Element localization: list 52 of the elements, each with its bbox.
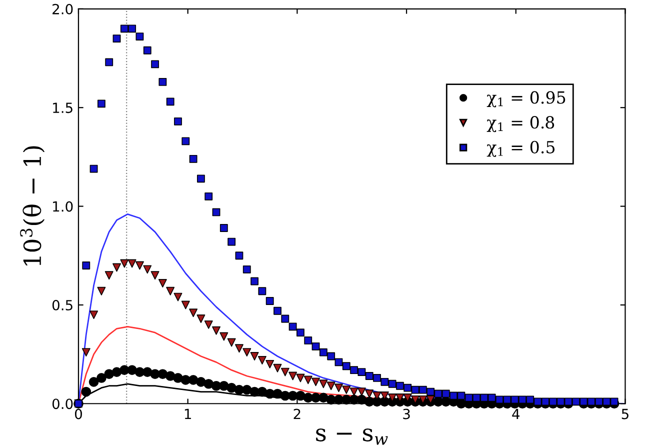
x-tick-label: 2 (294, 408, 300, 420)
point (235, 344, 244, 353)
point (326, 382, 336, 390)
point (181, 300, 190, 310)
point (288, 372, 298, 380)
point (304, 376, 312, 384)
x-tick-label: 4 (512, 408, 520, 420)
y-tick-label: 0.0 (52, 398, 73, 410)
point (212, 326, 220, 335)
point (150, 271, 160, 280)
point (82, 348, 90, 357)
point (280, 368, 290, 376)
legend-label: χ$_{1}$ = 0.5 (486, 140, 555, 157)
y-tick-label: 0.5 (52, 300, 72, 310)
point (342, 386, 351, 394)
point (319, 380, 328, 388)
point (189, 308, 198, 318)
x-axis-title: s − s$_{w}$ (316, 428, 388, 445)
point (365, 390, 374, 398)
point (273, 364, 282, 372)
point (120, 259, 129, 268)
point (174, 292, 182, 302)
y-tick-label: 1.0 (53, 201, 73, 212)
point (242, 348, 252, 357)
point (104, 271, 114, 280)
x-tick-label: 0 (74, 408, 82, 420)
point (312, 378, 320, 386)
point (196, 314, 206, 323)
point (296, 374, 305, 382)
x-tick-label: 3 (403, 408, 410, 420)
point (158, 279, 167, 288)
x-tick-label: 5 (622, 408, 628, 420)
point (266, 360, 274, 368)
y-tick-label: 2.0 (52, 4, 73, 14)
point (166, 286, 175, 296)
point (97, 286, 106, 296)
x-tick-label: 1 (184, 408, 191, 420)
point (258, 356, 266, 364)
y-axis-title: 10$^{3}$(θ − 1) (20, 146, 45, 266)
legend-label: χ$_{1}$ = 0.95 (486, 91, 566, 108)
point (227, 338, 236, 347)
y-tick-label: 1.5 (53, 102, 72, 114)
point (220, 332, 228, 341)
legend-label: χ$_{1}$ = 0.8 (486, 116, 554, 132)
point (204, 320, 213, 329)
point (135, 261, 144, 270)
point (112, 263, 121, 272)
point (334, 384, 343, 392)
point (128, 259, 136, 268)
point (90, 310, 98, 320)
point (250, 352, 259, 360)
point (143, 265, 152, 274)
